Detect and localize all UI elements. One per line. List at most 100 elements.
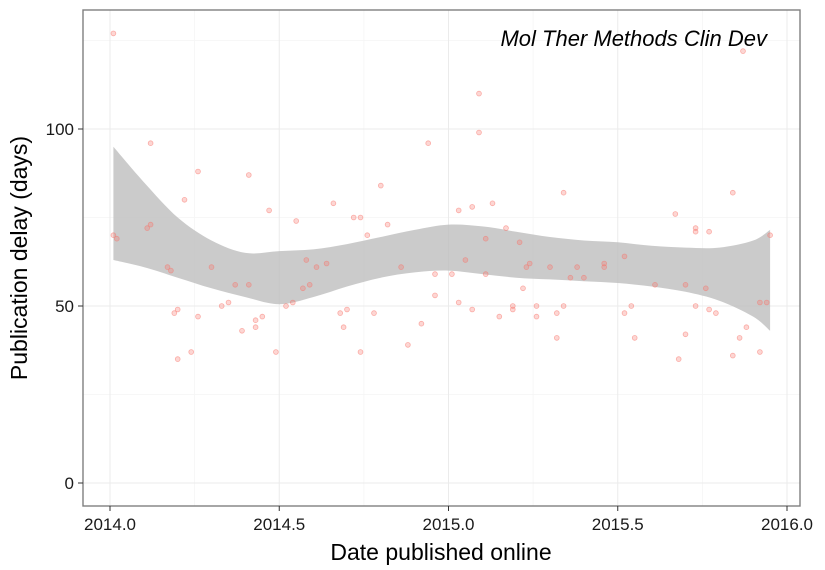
data-point xyxy=(195,313,201,320)
data-point xyxy=(533,303,540,309)
data-point xyxy=(560,303,567,309)
data-point xyxy=(432,292,438,299)
data-point xyxy=(164,264,171,270)
data-point xyxy=(147,140,154,147)
data-point xyxy=(174,356,181,362)
data-point xyxy=(516,239,523,246)
data-point xyxy=(425,140,432,147)
data-point xyxy=(283,303,289,309)
data-point xyxy=(702,285,709,292)
data-point xyxy=(252,317,259,324)
data-point xyxy=(377,182,384,189)
data-point xyxy=(682,281,689,288)
data-point xyxy=(628,303,635,309)
data-point xyxy=(729,189,736,196)
data-point xyxy=(553,335,560,341)
smooth-confidence-band xyxy=(113,146,771,331)
x-axis-title: Date published online xyxy=(330,539,551,565)
data-point xyxy=(523,264,530,270)
data-point xyxy=(232,281,239,288)
data-point xyxy=(323,260,330,267)
data-point xyxy=(252,324,259,331)
y-axis-tick-labels: 0 50 100 xyxy=(46,120,74,493)
data-point xyxy=(239,327,245,334)
y-tick-label: 50 xyxy=(55,297,74,316)
data-point xyxy=(218,303,225,309)
data-point xyxy=(736,335,743,341)
chart-title: Mol Ther Methods Clin Dev xyxy=(500,26,769,51)
data-point xyxy=(306,281,313,288)
data-point xyxy=(469,204,476,210)
data-point xyxy=(489,200,496,207)
data-point xyxy=(526,260,533,267)
data-point xyxy=(337,310,344,316)
data-point xyxy=(171,310,178,316)
data-point xyxy=(188,349,195,355)
data-point xyxy=(208,264,215,270)
data-point xyxy=(398,264,404,270)
data-point xyxy=(743,324,750,331)
data-point xyxy=(672,211,679,217)
y-tick-label: 100 xyxy=(46,120,74,139)
data-point xyxy=(168,267,174,274)
data-point xyxy=(405,342,411,348)
y-axis-ticks xyxy=(78,128,83,484)
data-point xyxy=(384,221,391,228)
data-point xyxy=(300,285,306,292)
data-point xyxy=(357,214,364,221)
data-point xyxy=(767,232,773,239)
data-point xyxy=(706,306,712,313)
data-point xyxy=(350,214,357,221)
data-point xyxy=(763,299,770,306)
data-point xyxy=(110,232,117,239)
data-point xyxy=(418,320,425,327)
data-point xyxy=(476,90,482,97)
data-point xyxy=(181,197,188,203)
x-tick-label: 2016.0 xyxy=(761,515,813,534)
x-axis-ticks xyxy=(109,506,788,511)
data-point xyxy=(740,48,746,54)
data-point xyxy=(364,232,371,239)
data-point xyxy=(110,30,117,37)
data-point xyxy=(357,349,364,355)
data-point xyxy=(462,257,469,263)
data-point xyxy=(147,221,154,228)
data-point xyxy=(503,225,509,231)
data-point xyxy=(246,281,252,288)
data-point xyxy=(621,253,628,260)
data-point xyxy=(225,299,232,306)
x-tick-label: 2014.5 xyxy=(253,515,305,534)
data-point xyxy=(482,271,489,277)
data-point xyxy=(114,235,120,242)
data-point xyxy=(706,228,712,235)
data-point xyxy=(195,168,201,175)
data-point xyxy=(313,264,320,270)
data-point xyxy=(601,260,607,267)
data-point xyxy=(455,299,462,306)
data-point xyxy=(729,352,736,359)
data-point xyxy=(266,207,272,214)
data-point xyxy=(432,271,438,277)
data-point xyxy=(259,313,266,320)
data-point xyxy=(476,129,482,136)
x-tick-label: 2014.0 xyxy=(84,515,136,534)
data-point xyxy=(692,303,699,309)
data-point xyxy=(567,274,574,281)
panel-border xyxy=(82,9,801,507)
data-point xyxy=(631,335,638,341)
y-tick-label: 0 xyxy=(65,474,74,493)
data-point xyxy=(547,264,553,270)
data-point xyxy=(174,306,181,313)
x-axis-tick-labels: 2014.0 2014.5 2015.0 2015.5 2016.0 xyxy=(84,515,813,534)
data-point xyxy=(340,324,347,331)
data-point xyxy=(455,207,462,214)
data-point xyxy=(303,257,310,263)
data-point xyxy=(330,200,337,207)
data-point xyxy=(246,172,252,178)
data-points xyxy=(110,30,773,362)
data-point xyxy=(621,310,628,316)
data-point xyxy=(581,274,587,281)
data-point xyxy=(144,225,151,231)
data-point xyxy=(553,310,560,316)
data-point xyxy=(496,313,503,320)
